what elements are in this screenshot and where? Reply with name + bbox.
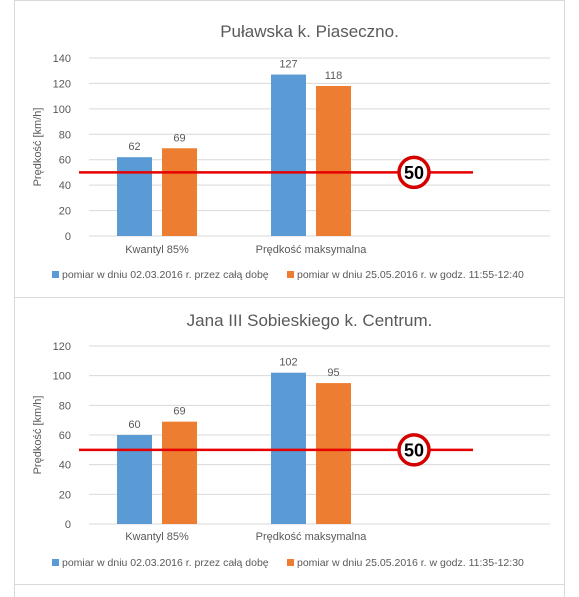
y-tick-label: 80 xyxy=(59,129,71,141)
legend-label: pomiar w dniu 02.03.2016 r. przez całą d… xyxy=(62,557,269,569)
speed-limit-sign-label: 50 xyxy=(404,163,424,183)
y-tick-label: 0 xyxy=(65,231,71,243)
data-label: 69 xyxy=(173,406,185,418)
bar xyxy=(162,148,197,236)
chart-title: Jana III Sobieskiego k. Centrum. xyxy=(187,311,433,330)
data-label: 69 xyxy=(173,132,185,144)
legend-swatch xyxy=(52,271,59,278)
chart-title: Puławska k. Piaseczno. xyxy=(220,22,399,41)
y-tick-label: 100 xyxy=(53,104,71,116)
speed-limit-sign-icon: 50 xyxy=(397,155,431,190)
chart-pulawska: Puławska k. Piaseczno. 0 20 40 60 80 100 120 140… xyxy=(32,22,550,281)
data-label: 127 xyxy=(279,59,297,71)
speed-limit-sign-ring xyxy=(397,433,431,467)
y-axis-label: Prędkość [km/h] xyxy=(32,396,44,475)
bar xyxy=(117,157,152,236)
chart-sobieskiego: Jana III Sobieskiego k. Centrum. 0 20 40 60 8… xyxy=(32,311,550,569)
legend-swatch xyxy=(287,271,294,278)
category-label: Prędkość maksymalna xyxy=(256,244,368,256)
legend-label: pomiar w dniu 25.05.2016 r. w godz. 11:3… xyxy=(297,557,524,569)
bar xyxy=(271,74,306,237)
bar xyxy=(271,372,306,524)
y-tick-label: 80 xyxy=(59,400,71,412)
y-tick-label: 40 xyxy=(59,180,71,192)
bar xyxy=(316,383,351,524)
speed-limit-sign-icon: 50 xyxy=(397,433,431,467)
category-label: Kwantyl 85% xyxy=(125,531,189,543)
y-tick-label: 140 xyxy=(53,53,71,65)
y-tick-label: 120 xyxy=(53,341,71,353)
speed-limit-sign-ring xyxy=(397,155,431,190)
y-tick-label: 60 xyxy=(59,155,71,167)
legend-swatch xyxy=(287,559,294,566)
y-tick-label: 100 xyxy=(53,371,71,383)
bar xyxy=(162,421,197,524)
legend-swatch xyxy=(52,559,59,566)
data-label: 60 xyxy=(128,419,140,431)
y-tick-label: 40 xyxy=(59,460,71,472)
data-label: 95 xyxy=(327,367,339,379)
next-chart-panel-edge xyxy=(14,584,565,597)
chart-panel-pulawska: Puławska k. Piaseczno. 0 20 40 60 80 100 120 140… xyxy=(14,0,565,298)
data-label: 102 xyxy=(279,357,297,369)
legend-label: pomiar w dniu 25.05.2016 r. w godz. 11:5… xyxy=(297,269,524,281)
bar xyxy=(117,435,152,524)
data-label: 62 xyxy=(128,141,140,153)
y-axis-label: Prędkość [km/h] xyxy=(32,108,44,187)
category-label: Kwantyl 85% xyxy=(125,244,189,256)
category-label: Prędkość maksymalna xyxy=(256,531,368,543)
chart-panel-sobieskiego: Jana III Sobieskiego k. Centrum. 0 20 40 60 8… xyxy=(14,297,565,585)
data-label: 118 xyxy=(325,70,343,82)
y-tick-label: 60 xyxy=(59,430,71,442)
bar xyxy=(316,85,351,236)
y-tick-label: 20 xyxy=(59,206,71,218)
speed-limit-sign-label: 50 xyxy=(404,440,424,460)
y-tick-label: 20 xyxy=(59,489,71,501)
legend-label: pomiar w dniu 02.03.2016 r. przez całą d… xyxy=(62,269,269,281)
y-tick-label: 0 xyxy=(65,519,71,531)
y-tick-label: 120 xyxy=(53,78,71,90)
